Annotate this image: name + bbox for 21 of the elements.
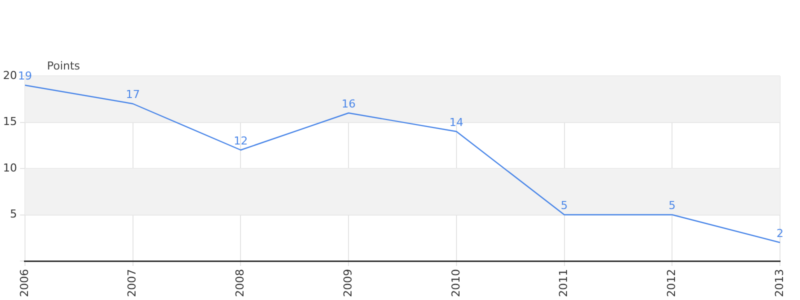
data-label: 2: [776, 226, 784, 240]
x-tick-label: 2010: [449, 269, 462, 298]
x-tick-label: 2008: [234, 269, 247, 298]
data-label: 16: [342, 97, 356, 110]
y-tick-label: 5: [10, 208, 17, 221]
x-tick-label: 2011: [557, 269, 570, 298]
data-label: 17: [126, 88, 140, 102]
x-tick-label: 2009: [341, 269, 354, 298]
y-tick-label: 20: [2, 68, 17, 82]
x-tick-label: 2006: [18, 269, 31, 298]
data-label: 12: [234, 134, 248, 148]
y-tick-label: 15: [2, 115, 17, 128]
x-tick-label: 2013: [772, 269, 786, 298]
x-tick-label: 2012: [665, 269, 678, 298]
data-label: 5: [560, 199, 568, 212]
data-label: 5: [668, 199, 676, 212]
y-tick-label: 10: [2, 161, 17, 174]
y-axis-title: Points: [46, 59, 80, 72]
data-label: 14: [449, 116, 464, 129]
x-tick-label: 2007: [126, 269, 139, 298]
data-label: 19: [18, 70, 32, 83]
